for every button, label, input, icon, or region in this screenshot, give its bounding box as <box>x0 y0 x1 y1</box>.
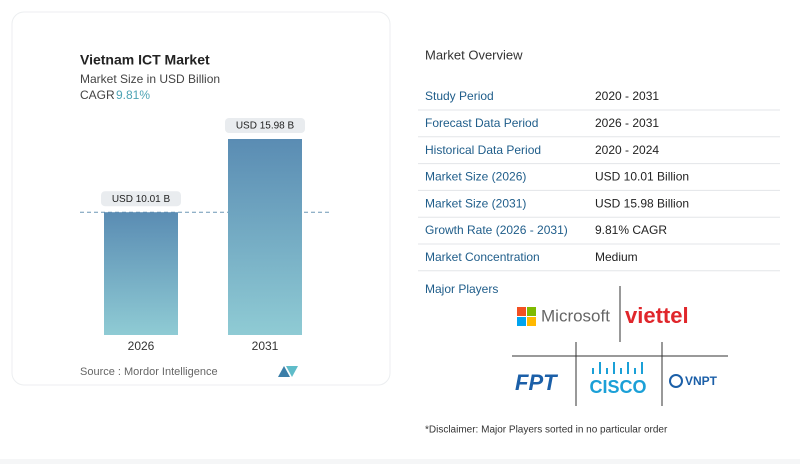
row-value: USD 15.98 Billion <box>595 196 689 210</box>
vnpt-icon <box>669 374 683 388</box>
row-label: Historical Data Period <box>425 143 541 157</box>
row-value: 2020 - 2031 <box>595 89 659 103</box>
row-label: Study Period <box>425 89 494 103</box>
bar <box>104 212 178 335</box>
players-title: Major Players <box>425 282 498 296</box>
row-value: USD 10.01 Billion <box>595 170 689 184</box>
row-value: 2026 - 2031 <box>595 116 659 130</box>
cagr-label: CAGR <box>80 88 115 102</box>
cagr-value: 9.81% <box>116 88 150 102</box>
mordor-logo <box>278 366 298 377</box>
value-label-box <box>101 191 181 207</box>
microsoft-icon <box>517 307 536 326</box>
overview-table: Study Period 2020 - 2031 Forecast Data Per… <box>418 89 780 272</box>
value-label: USD 10.01 B <box>112 194 171 205</box>
logo-viettel: viettel <box>625 303 689 328</box>
overview-title: Market Overview <box>425 47 523 62</box>
x-tick-label: 2026 <box>128 339 155 353</box>
row-label: Market Size (2026) <box>425 170 526 184</box>
chart-subtitle: Market Size in USD Billion <box>80 72 220 86</box>
row-label: Market Concentration <box>425 250 540 264</box>
row-value: Medium <box>595 250 638 264</box>
source: Source : Mordor Intelligence <box>80 366 218 378</box>
logo-fpt: FPT <box>515 370 558 395</box>
chart-card <box>11 11 391 386</box>
row-label: Forecast Data Period <box>425 116 538 130</box>
row-label: Growth Rate (2026 - 2031) <box>425 223 568 237</box>
logo-cisco: CISCO <box>589 377 646 397</box>
row-value: 2020 - 2024 <box>595 143 659 157</box>
row-label: Market Size (2031) <box>425 196 526 210</box>
plot: USD 10.01 B 2026 USD 15.98 B 2031 <box>80 118 330 353</box>
value-label: USD 15.98 B <box>236 121 295 132</box>
value-label-box <box>225 118 305 133</box>
logo-microsoft: Microsoft <box>541 306 610 325</box>
disclaimer: *Disclaimer: Major Players sorted in no … <box>425 425 668 436</box>
logo-grid <box>512 286 728 406</box>
bar <box>228 139 302 335</box>
logo-vnpt: VNPT <box>685 374 718 388</box>
row-value: 9.81% CAGR <box>595 223 667 237</box>
cisco-bars <box>592 362 643 374</box>
chart-title: Vietnam ICT Market <box>80 52 210 68</box>
x-tick-label: 2031 <box>252 339 279 353</box>
